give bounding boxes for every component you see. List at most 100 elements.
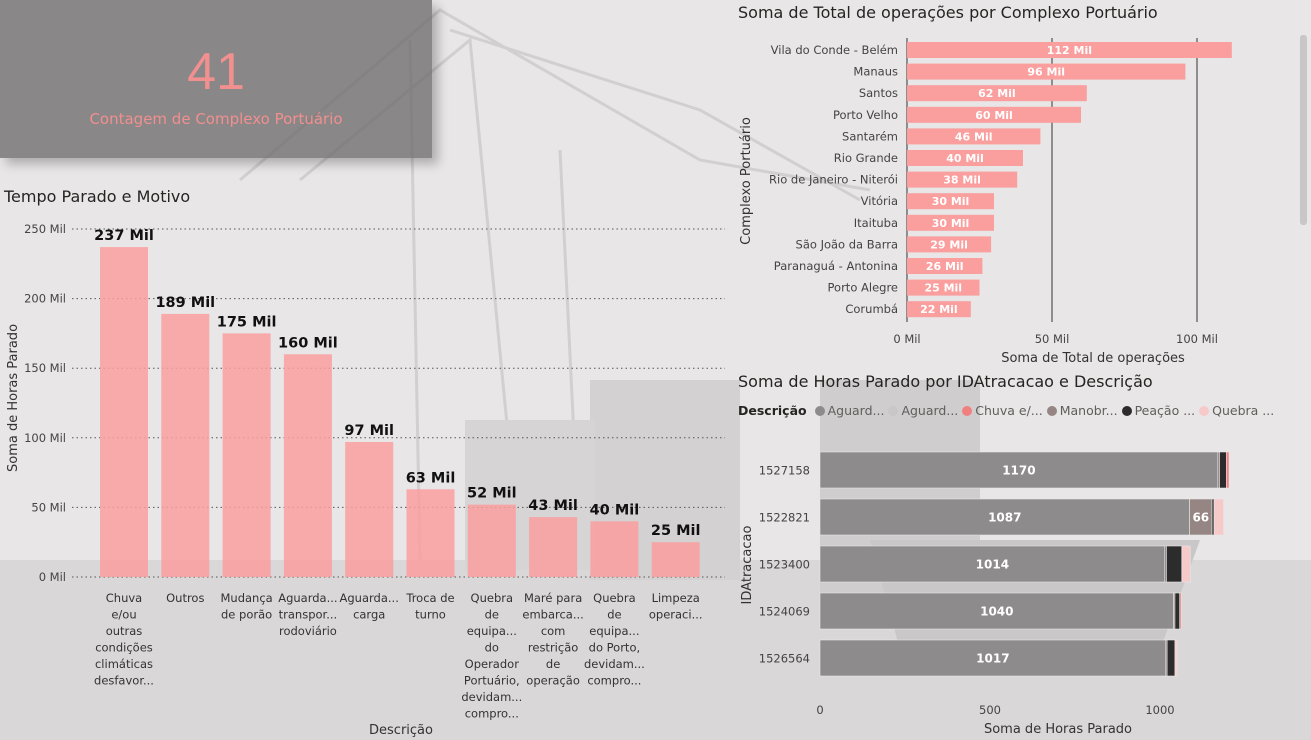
bar bbox=[345, 441, 394, 577]
legend-label: Aguard... bbox=[901, 403, 959, 418]
scrollbar[interactable] bbox=[1300, 35, 1307, 225]
x-tick-label: Troca de bbox=[405, 591, 454, 605]
data-label: 63 Mil bbox=[406, 470, 456, 486]
x-tick-label: Portuário, bbox=[464, 674, 520, 688]
y-axis-title: Soma de Horas Parado bbox=[6, 324, 21, 472]
y-tick-label: Rio Grande bbox=[834, 151, 898, 165]
y-tick-label: Santarém bbox=[842, 129, 898, 143]
x-tick-label: transpor... bbox=[279, 608, 338, 622]
data-label: 189 Mil bbox=[155, 295, 215, 311]
legend-item[interactable]: Peação ... bbox=[1121, 403, 1195, 418]
data-label: 1040 bbox=[980, 605, 1013, 619]
stack-segment bbox=[819, 498, 1190, 536]
x-tick-label: 0 bbox=[816, 703, 823, 717]
legend-dot-icon bbox=[962, 406, 973, 416]
legend-item[interactable]: Chuva e/... bbox=[962, 403, 1043, 418]
x-tick-label: equipa... bbox=[467, 624, 517, 638]
legend-title: Descrição bbox=[738, 403, 807, 418]
data-label: 1170 bbox=[1002, 464, 1035, 478]
x-tick-label: operaci... bbox=[649, 608, 703, 622]
y-tick-label: Paranaguá - Antonina bbox=[774, 259, 898, 273]
stack-segment bbox=[1166, 545, 1183, 583]
stack-segment bbox=[1179, 592, 1182, 630]
data-label: 40 Mil bbox=[946, 152, 984, 165]
legend-dot-icon bbox=[814, 406, 825, 416]
x-axis-title: Soma de Horas Parado bbox=[984, 722, 1132, 737]
data-label: 1014 bbox=[976, 558, 1009, 572]
bar bbox=[907, 128, 1041, 145]
x-tick-label: devidam... bbox=[584, 657, 645, 671]
bottom-right-chart-title: Soma de Horas Parado por IDAtracacao e D… bbox=[738, 372, 1153, 391]
x-tick-label: de bbox=[485, 608, 499, 622]
stacked-chart-legend: Descrição Aguard... Aguard... Chuva e/... Ma… bbox=[738, 403, 1278, 418]
bar bbox=[283, 354, 332, 577]
data-label: 112 Mil bbox=[1047, 44, 1092, 57]
y-tick-label: Itaituba bbox=[854, 216, 898, 230]
y-tick-label: 100 Mil bbox=[24, 431, 66, 445]
data-label: 97 Mil bbox=[344, 423, 394, 439]
y-axis-title: Complexo Portuário bbox=[739, 117, 754, 245]
x-tick-label: Quebra bbox=[593, 591, 636, 605]
data-label: 30 Mil bbox=[932, 217, 970, 230]
x-tick-label: 500 bbox=[979, 703, 1001, 717]
legend-item[interactable]: Aguard... bbox=[814, 403, 884, 418]
bar bbox=[907, 193, 994, 210]
bar bbox=[907, 42, 1232, 58]
bar bbox=[161, 313, 210, 577]
x-tick-label: compro... bbox=[587, 674, 641, 688]
data-label: 22 Mil bbox=[920, 303, 958, 316]
x-tick-label: Maré para bbox=[524, 591, 582, 605]
data-label: 25 Mil bbox=[924, 282, 962, 295]
x-tick-label: de bbox=[546, 657, 560, 671]
y-tick-label: 1523400 bbox=[759, 558, 810, 572]
data-label: 1087 bbox=[988, 511, 1021, 525]
y-axis-title: IDAtracacao bbox=[740, 526, 755, 605]
stack-segment bbox=[1174, 592, 1181, 630]
x-tick-label: embarca... bbox=[522, 608, 583, 622]
bar bbox=[467, 504, 516, 577]
data-label: 26 Mil bbox=[926, 260, 964, 273]
y-tick-label: Vila do Conde - Belém bbox=[771, 43, 898, 57]
bar bbox=[100, 247, 148, 577]
data-label: 175 Mil bbox=[217, 314, 277, 330]
data-label: 237 Mil bbox=[94, 228, 154, 244]
x-tick-label: do bbox=[485, 641, 499, 655]
bar bbox=[222, 333, 271, 577]
x-tick-label: Limpeza bbox=[652, 591, 700, 605]
y-tick-label: 50 Mil bbox=[31, 500, 66, 514]
legend-dot-icon bbox=[1199, 406, 1210, 416]
legend-label: Chuva e/... bbox=[975, 403, 1043, 418]
bar bbox=[907, 106, 1081, 123]
data-label: 60 Mil bbox=[975, 109, 1013, 122]
data-label: 38 Mil bbox=[943, 174, 981, 187]
x-tick-label: Aguarda... bbox=[278, 591, 337, 605]
data-label: 29 Mil bbox=[930, 238, 968, 251]
y-tick-label: 200 Mil bbox=[24, 292, 66, 306]
top-right-chart-title: Soma de Total de operações por Complexo … bbox=[738, 3, 1158, 22]
x-tick-label: operação bbox=[526, 674, 580, 688]
kpi-value: 41 bbox=[187, 43, 245, 101]
legend-dot-icon bbox=[888, 406, 899, 416]
x-tick-label: turno bbox=[415, 608, 446, 622]
x-tick-label: devidam... bbox=[461, 690, 522, 704]
y-tick-label: 0 Mil bbox=[39, 570, 66, 584]
bar bbox=[907, 236, 992, 253]
legend-item[interactable]: Quebra ... bbox=[1199, 403, 1274, 418]
x-tick-label: outras bbox=[106, 624, 143, 638]
data-label: 160 Mil bbox=[278, 335, 338, 351]
bar bbox=[907, 301, 971, 318]
x-tick-label: do Porto, bbox=[589, 641, 640, 655]
x-tick-label: Aguarda... bbox=[340, 591, 399, 605]
y-tick-label: Porto Velho bbox=[833, 108, 898, 122]
y-tick-label: São João da Barra bbox=[796, 237, 898, 251]
legend-item[interactable]: Aguard... bbox=[888, 403, 958, 418]
bar bbox=[907, 85, 1087, 102]
y-tick-label: 1526564 bbox=[759, 652, 810, 666]
legend-item[interactable]: Manobr... bbox=[1046, 403, 1118, 418]
legend-dot-icon bbox=[1046, 406, 1057, 416]
x-tick-label: Operador bbox=[465, 657, 520, 671]
bar bbox=[907, 63, 1186, 80]
x-tick-label: Chuva bbox=[106, 591, 142, 605]
stack-segment bbox=[1174, 639, 1178, 677]
